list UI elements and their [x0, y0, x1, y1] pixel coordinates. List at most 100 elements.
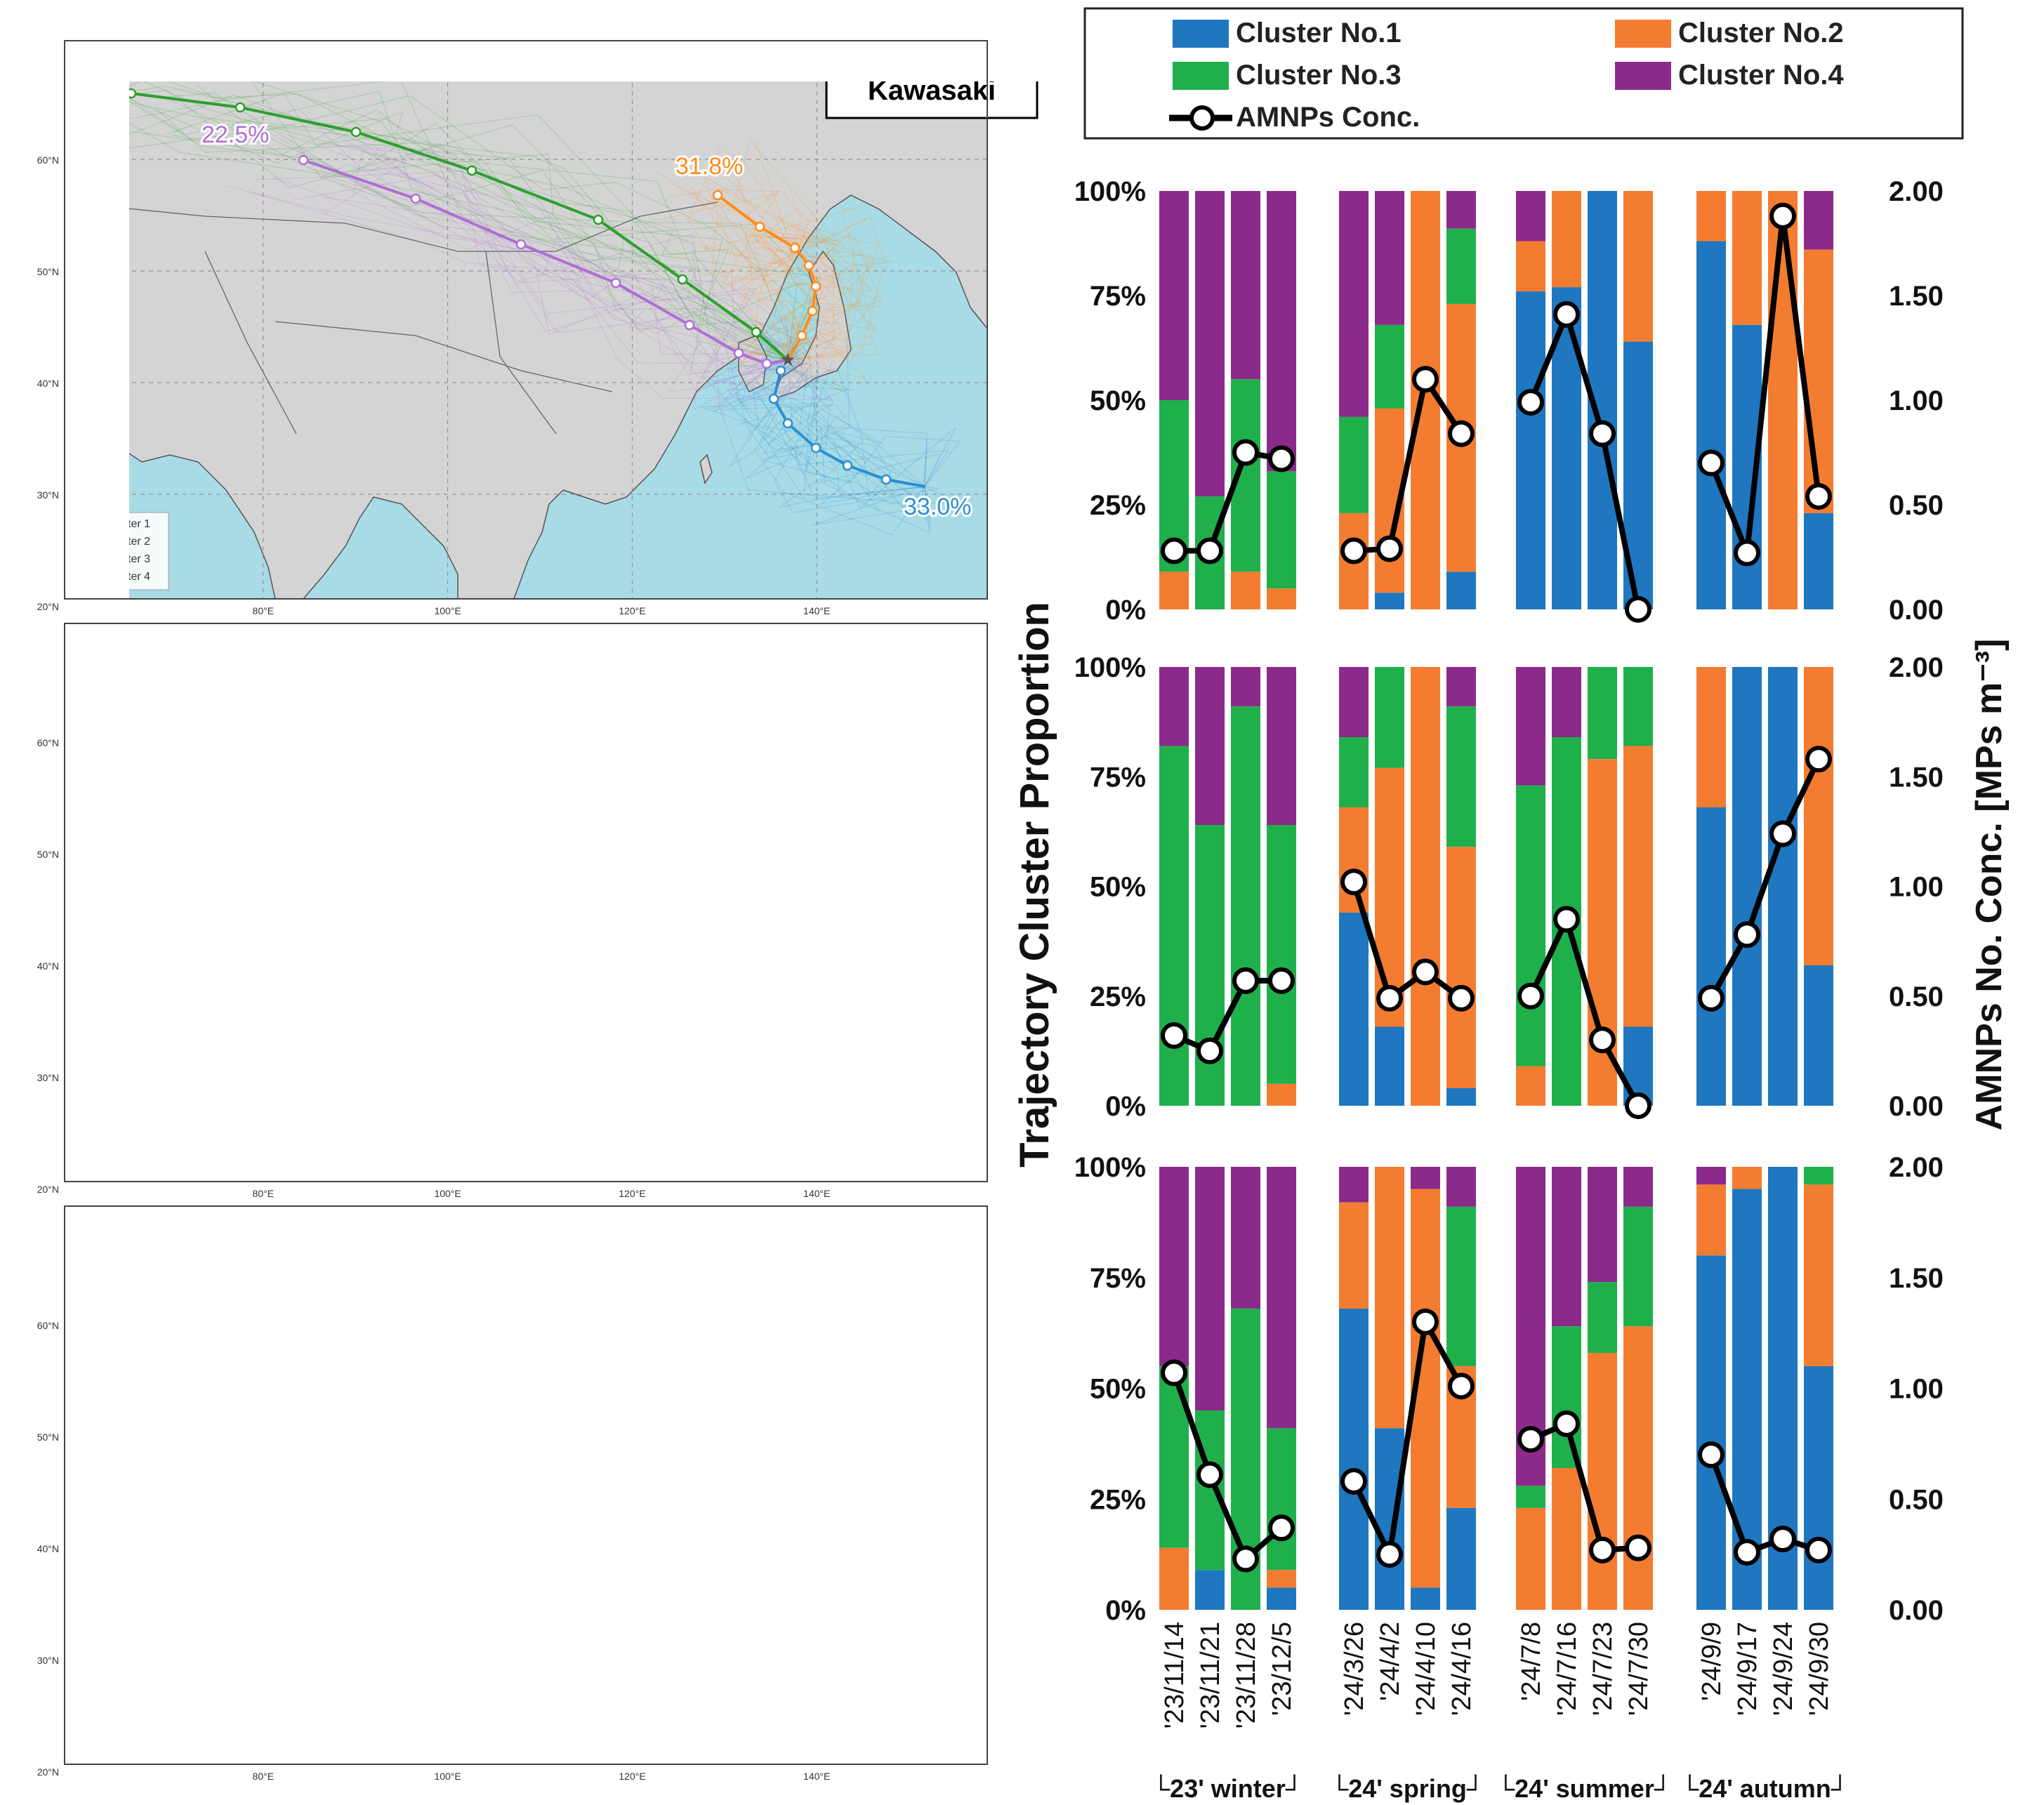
bar-segment-cluster-4 [1195, 191, 1225, 497]
background-trajectory [648, 1342, 852, 1515]
background-trajectory [643, 1474, 830, 1721]
background-trajectory [628, 758, 854, 943]
bar-segment-cluster-2 [1339, 807, 1369, 913]
trajectory-node [752, 963, 760, 972]
amnps-conc-marker [1698, 984, 1725, 1012]
background-trajectory [683, 789, 856, 943]
trajectory-node [756, 1483, 764, 1491]
amnps-conc-marker [1340, 868, 1367, 896]
bar-segment-cluster-2 [1732, 1167, 1762, 1189]
latitude-tick-label: 20°N [37, 601, 59, 612]
x-category-label: '24/9/30 [1805, 1622, 1834, 1716]
trajectory-node [515, 239, 527, 250]
background-trajectory [64, 1323, 788, 1519]
background-trajectory [664, 769, 788, 943]
trajectory-node [773, 1097, 782, 1105]
latitude-tick-label: 20°N [37, 1766, 59, 1778]
y-right-tick-label: 0.00 [1889, 1595, 1944, 1626]
trajectory-node [751, 326, 762, 338]
background-trajectory [740, 139, 885, 361]
bar-segment-cluster-2 [1446, 847, 1476, 1088]
bar-segment-cluster-1 [1446, 1088, 1476, 1106]
background-trajectory [129, 94, 789, 361]
bar-segment-cluster-4 [1195, 1167, 1225, 1411]
background-trajectory [360, 1297, 788, 1515]
y-left-axis-title: Trajectory Cluster Proportion [1012, 602, 1057, 1168]
longitude-tick-label: 100°E [434, 1771, 461, 1782]
bar-segment-cluster-4 [1446, 667, 1476, 707]
x-category-label: '24/9/17 [1733, 1622, 1762, 1716]
bar-segment-cluster-1 [1446, 571, 1476, 609]
background-trajectory [383, 1256, 788, 1531]
background-trajectory [167, 93, 789, 361]
season-group-label: └24' summer┘ [1497, 1774, 1673, 1803]
bar-segment-cluster-1 [1804, 965, 1833, 1106]
bar-segment-cluster-1 [1339, 1308, 1369, 1610]
country-borders [65, 1368, 718, 1599]
background-trajectory [143, 81, 789, 361]
trajectory-node [383, 1363, 392, 1372]
background-trajectory [623, 1485, 830, 1710]
y-right-tick-label: 2.00 [1889, 1152, 1944, 1183]
map-legend-label: Cluster 2 [105, 536, 150, 548]
background-trajectory [145, 1302, 805, 1519]
background-trajectory [260, 654, 788, 936]
background-trajectory [634, 1364, 843, 1515]
amnps-conc-marker [1553, 1410, 1580, 1437]
bar-segment-cluster-2 [1375, 1167, 1404, 1429]
trajectory-node [745, 1069, 753, 1077]
amnps-conc-marker [1232, 967, 1259, 994]
background-trajectory [346, 143, 789, 361]
x-category-label: '24/7/8 [1517, 1622, 1546, 1701]
trajectory-node [612, 802, 620, 810]
background-trajectory [131, 1301, 788, 1533]
trajectory-node [784, 1455, 792, 1463]
trajectory-node [717, 1648, 725, 1656]
background-trajectory [284, 668, 797, 936]
background-trajectory [692, 787, 816, 943]
season-group-label: └24' autumn┘ [1681, 1774, 1850, 1803]
bar-segment-cluster-1 [1339, 913, 1369, 1106]
background-trajectory [647, 819, 860, 944]
amnps-conc-marker [1625, 1092, 1651, 1119]
y-left-tick-label: 75% [1090, 1263, 1146, 1294]
trajectory-node [461, 751, 469, 760]
background-trajectory [277, 131, 829, 400]
amnps-conc-marker [1232, 439, 1259, 466]
amnps-conc-marker [1805, 1536, 1832, 1563]
background-trajectory [492, 1271, 788, 1515]
background-trajectory [194, 652, 788, 936]
background-trajectory [196, 84, 814, 361]
bar-segment-cluster-4 [1446, 1167, 1476, 1207]
amnps-conc-marker [1232, 1545, 1259, 1573]
ocean [65, 623, 987, 1182]
amnps-conc-marker [1589, 1536, 1616, 1563]
mean-trajectory-cluster-3 [244, 682, 788, 936]
background-trajectory [660, 828, 856, 977]
amnps-conc-marker [1340, 1468, 1367, 1495]
background-trajectory [324, 145, 801, 406]
amnps-conc-marker [1268, 1514, 1295, 1542]
country-borders [129, 201, 718, 435]
background-trajectory [163, 96, 789, 361]
y-right-tick-label: 0.50 [1889, 981, 1944, 1012]
y-right-tick-label: 0.00 [1889, 595, 1944, 626]
background-trajectory [258, 628, 788, 947]
trajectory-node [881, 474, 892, 485]
amnps-conc-marker [1734, 539, 1760, 567]
y-right-tick-label: 1.00 [1889, 385, 1944, 416]
amnps-conc-marker [1517, 982, 1544, 1010]
y-right-tick-label: 0.50 [1889, 490, 1944, 521]
bar-segment-cluster-1 [1516, 291, 1545, 609]
amnps-conc-marker [1553, 300, 1580, 328]
longitude-tick-label: 100°E [434, 605, 461, 616]
bar-segment-cluster-1 [1375, 1026, 1404, 1106]
trajectory-node [731, 1033, 739, 1042]
background-trajectory [725, 386, 925, 508]
longitude-tick-label: 120°E [619, 605, 645, 616]
latitude-tick-label: 60°N [37, 154, 59, 166]
trajectory-node [754, 221, 765, 232]
background-trajectory [732, 164, 871, 361]
percent-label-cluster-3: 32.4% [198, 634, 265, 661]
